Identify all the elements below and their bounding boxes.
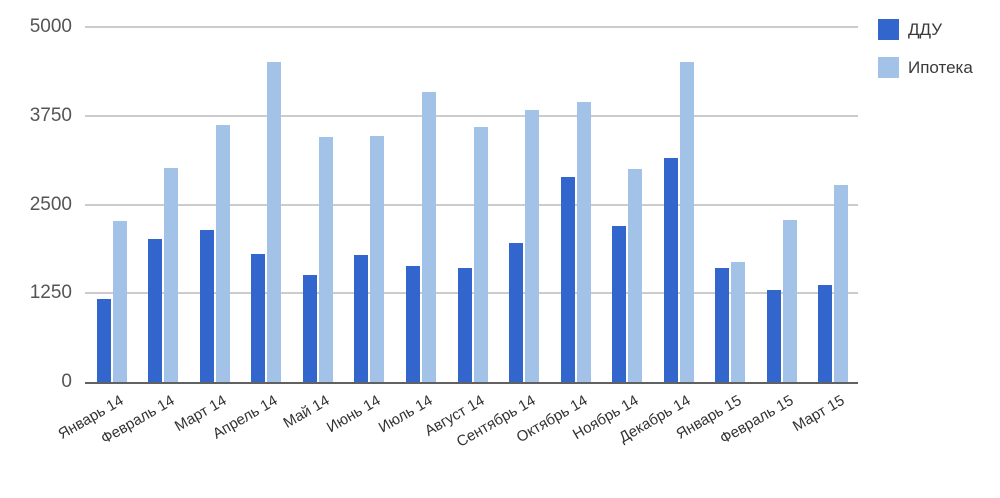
y-axis-label-5000: 5000 <box>29 16 72 37</box>
bar-ipoteka[interactable] <box>474 127 488 382</box>
bar-ddu[interactable] <box>561 177 575 382</box>
y-axis-label-0: 0 <box>61 371 72 392</box>
legend-label-ipoteka: Ипотека <box>908 57 973 77</box>
legend-item-ipoteka: Ипотека <box>878 57 973 78</box>
bar-ipoteka[interactable] <box>731 262 745 382</box>
bar-ddu[interactable] <box>715 268 729 382</box>
bar-ipoteka[interactable] <box>113 221 127 382</box>
bar-ddu[interactable] <box>97 299 111 382</box>
bar-ipoteka[interactable] <box>834 185 848 382</box>
bar-ipoteka[interactable] <box>525 110 539 382</box>
legend-item-ddu: ДДУ <box>878 19 973 40</box>
bar-ipoteka[interactable] <box>577 102 591 382</box>
y-axis-label-3750: 3750 <box>29 105 72 126</box>
bar-ddu[interactable] <box>509 243 523 382</box>
gridline-5000 <box>85 26 858 28</box>
bar-ipoteka[interactable] <box>319 137 333 382</box>
bar-ipoteka[interactable] <box>422 92 436 382</box>
bar-ddu[interactable] <box>251 254 265 382</box>
bar-ipoteka[interactable] <box>783 220 797 382</box>
bar-ipoteka[interactable] <box>680 62 694 382</box>
bar-ipoteka[interactable] <box>216 125 230 382</box>
bar-ddu[interactable] <box>354 255 368 382</box>
bar-ddu[interactable] <box>406 266 420 382</box>
y-axis-label-1250: 1250 <box>29 282 72 303</box>
bar-ipoteka[interactable] <box>628 169 642 382</box>
gridline-3750 <box>85 115 858 117</box>
legend-swatch-ddu <box>878 19 899 40</box>
y-axis-label-2500: 2500 <box>29 194 72 215</box>
gridline-2500 <box>85 204 858 206</box>
bar-ddu[interactable] <box>818 285 832 382</box>
bar-ddu[interactable] <box>458 268 472 382</box>
legend: ДДУ Ипотека <box>878 19 973 95</box>
bar-ipoteka[interactable] <box>164 168 178 382</box>
legend-label-ddu: ДДУ <box>908 19 943 39</box>
legend-swatch-ipoteka <box>878 57 899 78</box>
bar-ddu[interactable] <box>200 230 214 382</box>
bar-ddu[interactable] <box>303 275 317 382</box>
bar-ddu[interactable] <box>664 158 678 382</box>
bar-ddu[interactable] <box>612 226 626 382</box>
bar-ddu[interactable] <box>148 239 162 382</box>
bar-ipoteka[interactable] <box>370 136 384 382</box>
bar-ddu[interactable] <box>767 290 781 382</box>
x-axis-line <box>85 382 858 384</box>
bar-ipoteka[interactable] <box>267 62 281 382</box>
